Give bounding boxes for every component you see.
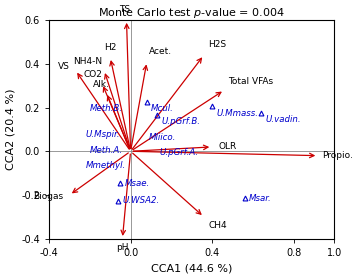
Text: Total VFAs: Total VFAs [228, 77, 274, 86]
X-axis label: CCA1 (44.6 %): CCA1 (44.6 %) [151, 263, 232, 273]
Text: Biogas: Biogas [33, 192, 63, 201]
Text: U.WSA2.: U.WSA2. [122, 196, 160, 205]
Text: Meth.A.: Meth.A. [90, 146, 123, 155]
Text: Mmethyl.: Mmethyl. [86, 161, 126, 170]
Text: CH4: CH4 [208, 221, 227, 230]
Text: OLR: OLR [218, 142, 237, 151]
Text: NH4-N: NH4-N [73, 57, 102, 66]
Text: U.Mspir.: U.Mspir. [86, 130, 120, 140]
Title: Monte Carlo test $p$-value = 0.004: Monte Carlo test $p$-value = 0.004 [98, 6, 285, 20]
Text: Acet.: Acet. [149, 47, 172, 56]
Text: Mcul.: Mcul. [151, 104, 174, 113]
Text: U.pGrf.A.: U.pGrf.A. [159, 148, 198, 157]
Text: Propio.: Propio. [322, 151, 353, 160]
Text: Msar.: Msar. [249, 194, 272, 203]
Text: U.Mmass.: U.Mmass. [216, 109, 258, 117]
Text: Mliico.: Mliico. [149, 133, 176, 141]
Text: CO2: CO2 [83, 70, 102, 79]
Text: Msae.: Msae. [125, 179, 150, 187]
Text: U.pGrf.B.: U.pGrf.B. [161, 117, 200, 126]
Text: Alk.: Alk. [93, 80, 110, 89]
Text: Meth.B.: Meth.B. [90, 104, 123, 113]
Text: TS: TS [119, 6, 130, 15]
Text: pH: pH [116, 243, 129, 252]
Text: H2S: H2S [208, 40, 226, 49]
Text: H2: H2 [104, 43, 116, 52]
Text: VS: VS [57, 62, 69, 71]
Y-axis label: CCA2 (20.4 %): CCA2 (20.4 %) [5, 89, 15, 170]
Text: U.vadin.: U.vadin. [265, 115, 301, 124]
